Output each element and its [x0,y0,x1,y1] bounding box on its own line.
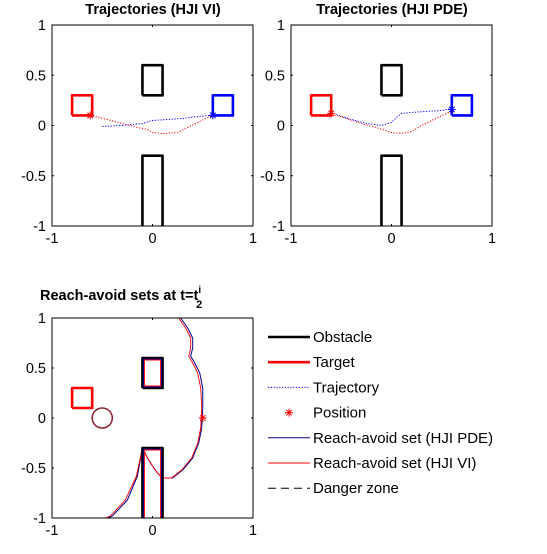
panel-reach-avoid: Reach-avoid sets at t=ti 2 -1 0 1 -1 -0.5 0 0.5… [21,285,493,539]
legend-label: Trajectory [313,379,380,396]
title-main: Reach-avoid sets at t=t [40,288,199,304]
y-tick-label: 1 [38,18,46,34]
obstacle-shape [380,154,403,226]
y-tick-label: -0.5 [21,169,46,185]
legend-item: Trajectory [268,379,380,396]
position-marker [86,111,95,120]
position-marker [285,408,293,417]
trajectory-line [90,114,215,135]
marker-stroke [87,112,94,119]
reach-avoid-vi-line [105,318,203,518]
y-tick-label: 0.5 [265,68,285,84]
legend-item: Target [268,354,356,371]
position-marker [208,111,217,120]
y-tick-label: -0.5 [260,169,285,185]
obstacle-shape [141,356,164,390]
marker-stroke [285,409,293,416]
danger-circle [91,407,114,429]
axes-box [290,24,493,227]
legend-item: Danger zone [268,480,399,497]
marker-stroke [328,110,335,117]
tick-labels: -1 0 1 -1 -0.5 0 0.5 1 [21,18,257,247]
legend-label: Danger zone [313,480,399,497]
legend-label: Target [313,354,356,371]
legend-label: Reach-avoid set (HJI PDE) [313,430,493,447]
x-tick-label: -1 [285,231,298,247]
x-tick-label: 1 [488,231,496,247]
legend-item: Reach-avoid set (HJI VI) [268,455,476,472]
target-shape [309,94,333,117]
reach-avoid-vi-shape [144,359,161,387]
reach-avoid-pde-line [107,318,204,518]
panel-hji-vi: Trajectories (HJI VI) -1 0 1 -1 -0.5 0 0.5 1 [21,2,257,247]
y-tick-label: -0.5 [21,461,46,477]
chart-title: Reach-avoid sets at t=ti 2 [40,285,202,311]
y-tick-label: 0.5 [26,361,46,377]
x-tick-label: 1 [249,231,257,247]
obstacle-shape [141,446,164,518]
x-tick-label: -1 [46,523,59,539]
trajectory-line [329,109,455,135]
title-subscript: 2 [196,299,202,311]
target-shape [211,94,235,117]
x-tick-label: -1 [46,231,59,247]
plot-area [70,63,235,226]
x-tick-label: 0 [387,231,395,247]
title-superscript: i [198,285,201,296]
trajectory-line [102,112,216,128]
y-tick-label: 0 [38,411,46,427]
reach-avoid-pde-shape [142,448,163,518]
x-tick-label: 0 [148,231,156,247]
target-shape [450,94,474,117]
y-tick-label: -1 [33,511,46,527]
chart-title: Trajectories (HJI PDE) [316,2,468,18]
axes-box [51,317,254,519]
y-tick-label: 0.5 [26,68,46,84]
legend-item: Position [285,405,366,422]
position-marker [198,414,207,422]
trajectory-line [336,107,452,126]
plot-area [70,318,207,518]
y-tick-label: -1 [33,219,46,235]
tick-labels: -1 0 1 -1 -0.5 0 0.5 1 [260,18,496,247]
chart-title: Trajectories (HJI VI) [85,2,221,18]
obstacle-shape [141,63,164,97]
legend: Obstacle Target Trajectory Position Reach-av… [268,329,493,497]
y-tick-label: 1 [277,18,285,34]
legend-label: Obstacle [313,329,372,346]
marker-stroke [448,106,455,113]
y-tick-label: -1 [272,219,285,235]
legend-label: Position [313,405,366,422]
plot-area [309,63,474,226]
marker-stroke [199,414,206,422]
marker-stroke [209,112,216,119]
y-tick-label: 0 [277,119,285,135]
obstacle-shape [380,63,403,97]
x-tick-label: 1 [249,523,257,539]
axes-box [51,24,254,227]
position-marker [327,109,336,118]
tick-labels: -1 0 1 -1 -0.5 0 0.5 1 [21,311,257,539]
legend-label: Reach-avoid set (HJI VI) [313,455,476,472]
position-marker [447,105,456,114]
target-shape [70,386,94,410]
reach-avoid-pde-shape [142,358,163,388]
panel-hji-pde: Trajectories (HJI PDE) -1 0 1 -1 -0.5 0 0.5 1 [260,2,496,247]
obstacle-shape [141,154,164,226]
legend-item: Reach-avoid set (HJI PDE) [268,430,493,447]
target-shape [70,94,94,117]
reach-avoid-vi-shape [144,449,161,518]
x-tick-label: 0 [148,523,156,539]
y-tick-label: 0 [38,119,46,135]
legend-item: Obstacle [268,329,372,346]
y-tick-label: 1 [38,311,46,327]
